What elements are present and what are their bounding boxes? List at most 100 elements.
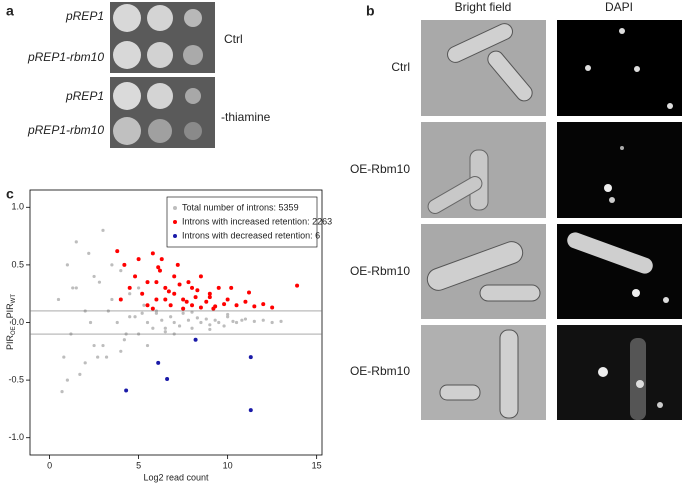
legend-label: Total number of introns: 5359 bbox=[182, 202, 299, 212]
point bbox=[193, 295, 198, 300]
point bbox=[110, 263, 114, 267]
point-series bbox=[115, 249, 300, 311]
point bbox=[231, 319, 235, 323]
point bbox=[119, 269, 123, 273]
point bbox=[169, 315, 173, 319]
column-header: DAPI bbox=[605, 0, 633, 14]
point bbox=[128, 315, 132, 319]
point bbox=[195, 316, 199, 320]
point bbox=[213, 318, 217, 322]
strain-label: pREP1 bbox=[65, 9, 104, 23]
point bbox=[279, 319, 283, 323]
y-label-sub: OE bbox=[11, 326, 17, 335]
point bbox=[222, 302, 227, 307]
point bbox=[204, 299, 209, 304]
point bbox=[195, 288, 200, 293]
panel-letter: b bbox=[366, 3, 375, 19]
point bbox=[124, 388, 129, 393]
y-tick-label: 1.0 bbox=[11, 202, 24, 212]
point bbox=[243, 317, 248, 321]
point bbox=[190, 303, 195, 308]
point bbox=[222, 324, 226, 328]
point bbox=[71, 286, 75, 290]
point bbox=[234, 303, 239, 308]
point bbox=[74, 286, 78, 290]
y-tick-label: 0.0 bbox=[11, 317, 24, 327]
point bbox=[87, 251, 91, 255]
point bbox=[252, 319, 256, 323]
point bbox=[198, 274, 203, 279]
point bbox=[122, 338, 126, 342]
micrograph bbox=[421, 325, 682, 420]
point bbox=[145, 303, 150, 308]
point bbox=[133, 274, 138, 279]
column-header: Bright field bbox=[455, 0, 512, 14]
point bbox=[88, 320, 93, 325]
point bbox=[168, 303, 173, 308]
point bbox=[172, 320, 176, 325]
point bbox=[226, 312, 230, 317]
point bbox=[248, 408, 253, 413]
point bbox=[186, 280, 191, 285]
point bbox=[65, 263, 69, 267]
micrograph bbox=[421, 224, 682, 319]
row-label: Ctrl bbox=[391, 60, 410, 74]
point bbox=[177, 324, 182, 328]
point bbox=[270, 320, 274, 325]
condition-label: -thiamine bbox=[221, 110, 271, 124]
point bbox=[252, 304, 257, 309]
point bbox=[156, 265, 161, 270]
point bbox=[163, 285, 168, 290]
point bbox=[137, 286, 141, 290]
y-axis-label: PIROE - PIRWT bbox=[5, 294, 16, 350]
point bbox=[62, 355, 66, 359]
point bbox=[226, 315, 230, 319]
point bbox=[199, 320, 203, 325]
point bbox=[140, 311, 144, 315]
point bbox=[154, 311, 159, 315]
point bbox=[166, 289, 171, 294]
point bbox=[186, 318, 191, 322]
legend-label: Introns with increased retention: 2263 bbox=[182, 216, 332, 226]
y-tick-label: -1.0 bbox=[8, 432, 24, 442]
point bbox=[208, 323, 212, 327]
point bbox=[270, 305, 275, 310]
row-label: OE-Rbm10 bbox=[350, 364, 410, 378]
point bbox=[193, 337, 198, 342]
point bbox=[140, 291, 145, 296]
strain-label: pREP1-rbm10 bbox=[27, 50, 104, 64]
point bbox=[240, 318, 244, 322]
point bbox=[190, 326, 194, 330]
x-tick-label: 15 bbox=[312, 460, 322, 470]
point bbox=[119, 349, 123, 353]
point bbox=[145, 343, 150, 348]
point bbox=[128, 292, 132, 296]
point bbox=[83, 361, 87, 365]
micrograph bbox=[421, 20, 682, 116]
legend-swatch bbox=[173, 220, 177, 224]
point bbox=[150, 251, 155, 256]
row-label: OE-Rbm10 bbox=[350, 162, 410, 176]
strain-label: pREP1-rbm10 bbox=[27, 123, 104, 137]
legend-swatch bbox=[173, 206, 177, 210]
point bbox=[208, 327, 212, 332]
point bbox=[172, 291, 177, 296]
point-series bbox=[56, 228, 283, 394]
point bbox=[247, 290, 251, 295]
point bbox=[78, 372, 82, 376]
point bbox=[150, 306, 155, 311]
point bbox=[92, 343, 96, 348]
point bbox=[261, 302, 266, 307]
point bbox=[217, 320, 221, 325]
point bbox=[216, 285, 221, 290]
point bbox=[190, 285, 195, 290]
legend-label: Introns with decreased retention: 6 bbox=[182, 230, 320, 240]
y-label-part: PIR bbox=[5, 335, 15, 351]
point bbox=[154, 297, 159, 302]
legend-box bbox=[166, 196, 318, 248]
point bbox=[151, 326, 155, 330]
point bbox=[56, 297, 61, 302]
point bbox=[97, 280, 102, 284]
